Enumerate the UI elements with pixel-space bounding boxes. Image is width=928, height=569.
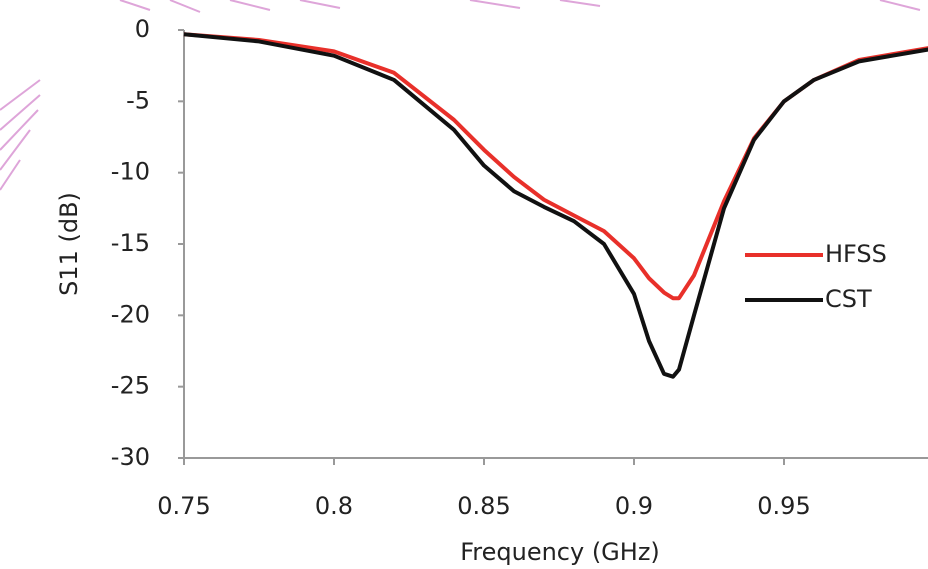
legend-label: HFSS (825, 240, 887, 268)
x-axis-title: Frequency (GHz) (460, 538, 660, 566)
line-series (183, 32, 928, 301)
x-tick-label: 0.8 (315, 492, 353, 520)
y-tick-label: -15 (111, 229, 150, 257)
y-tick-label: -20 (111, 300, 150, 328)
line-series (183, 32, 928, 379)
y-tick-label: -5 (126, 86, 150, 114)
legend-label: CST (825, 285, 872, 313)
y-tick-label: -10 (111, 158, 150, 186)
x-tick-label: 0.75 (157, 492, 210, 520)
y-tick-label: -30 (111, 443, 150, 471)
x-tick-label: 0.85 (457, 492, 510, 520)
x-tick-label: 1 (926, 492, 928, 520)
y-tick-label: 0 (135, 15, 150, 43)
decoration (0, 0, 921, 191)
x-tick-label: 0.95 (757, 492, 810, 520)
y-axis-title: S11 (dB) (55, 192, 83, 296)
x-tick-label: 0.9 (615, 492, 653, 520)
y-tick-label: -25 (111, 372, 150, 400)
